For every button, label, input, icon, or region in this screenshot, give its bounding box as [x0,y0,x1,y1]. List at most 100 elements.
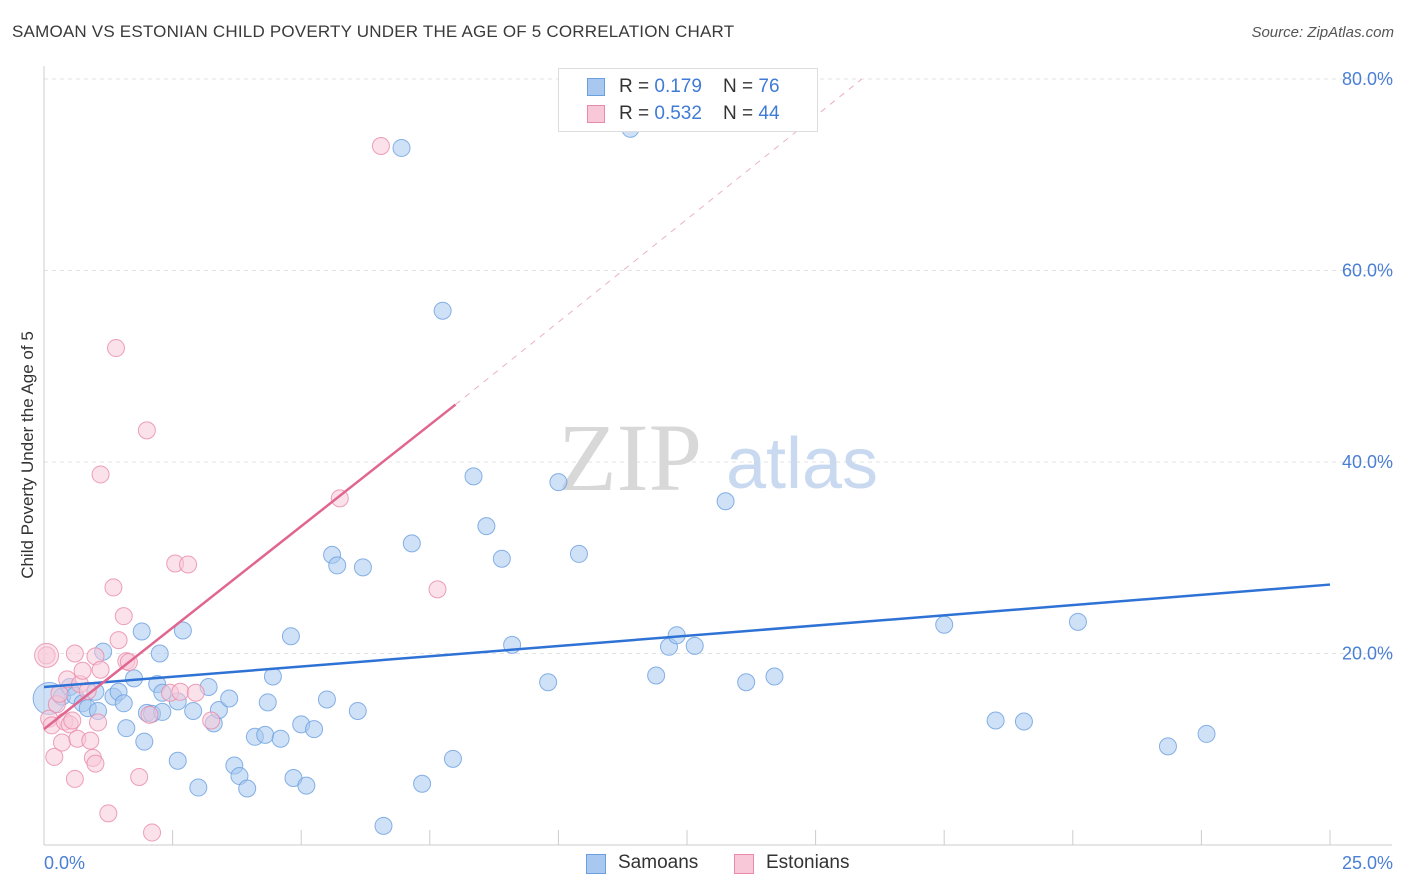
data-point-samoans [1158,737,1177,756]
watermark-atlas: atlas [726,424,878,504]
data-point-estonians [65,769,84,788]
axes [43,66,1392,846]
data-point-samoans [150,644,169,663]
legend-r-label: R = [619,76,655,97]
data-point-samoans [263,667,282,686]
data-point-estonians [81,731,100,750]
legend-n-label: N = [723,76,759,97]
data-point-estonians [143,823,162,842]
data-point-samoans [464,467,483,486]
data-point-estonians [63,711,82,730]
legend-swatch-estonians [587,105,605,123]
data-point-samoans [117,719,136,738]
data-point-samoans [477,517,496,536]
legend-swatch-samoans [587,78,605,96]
chart-title: SAMOAN VS ESTONIAN CHILD POVERTY UNDER T… [12,22,735,41]
legend-r-value: 0.532 [654,103,702,124]
data-point-estonians [179,555,198,574]
data-point-samoans [986,711,1005,730]
data-point-estonians [140,705,159,724]
data-point-estonians [186,683,205,702]
y-tick-label: 80.0% [1342,69,1393,89]
data-point-estonians [130,768,149,787]
data-point-estonians [330,489,349,508]
trend-line-samoans [43,583,1331,689]
legend-swatch-samoans [586,854,606,874]
data-point-samoans [392,138,411,157]
data-points [32,119,1216,842]
data-point-samoans [443,749,462,768]
x-tick-label: 25.0% [1342,853,1393,873]
data-point-samoans [1014,712,1033,731]
trend-line-estonians [455,78,863,405]
data-point-samoans [716,492,735,511]
data-point-samoans [297,776,316,795]
data-point-estonians [91,660,110,679]
data-point-samoans [281,627,300,646]
data-point-estonians [73,661,92,680]
legend-label-samoans: Samoans [618,852,699,873]
data-point-estonians [99,804,118,823]
tick-labels: 20.0% 40.0% 60.0% 80.0% 0.0% 25.0% [44,69,1393,873]
data-point-estonians [104,578,123,597]
data-point-samoans [433,301,452,320]
data-point-estonians [91,465,110,484]
legend-n-value: 44 [758,103,780,124]
data-point-samoans [135,732,154,751]
data-point-samoans [647,666,666,685]
legend-r-value: 0.179 [654,76,702,97]
data-point-estonians [114,607,133,626]
data-point-samoans [374,816,393,835]
data-point-samoans [402,534,421,553]
data-point-samoans [184,701,203,720]
data-point-samoans [413,774,432,793]
gridlines [44,78,1392,654]
data-point-samoans [173,621,192,640]
data-point-estonians [65,644,84,663]
data-point-estonians [107,339,126,358]
data-point-samoans [685,636,704,655]
data-point-samoans [168,751,187,770]
data-point-samoans [328,556,347,575]
source-label: Source: ZipAtlas.com [1251,24,1394,41]
data-point-samoans [271,729,290,748]
trend-line-estonians [43,403,457,731]
data-point-samoans [549,473,568,492]
watermark-zip: ZIP [558,404,702,511]
data-point-estonians [171,682,190,701]
trend-lines [43,78,1331,731]
data-point-estonians [89,713,108,732]
data-point-samoans [765,667,784,686]
y-tick-label: 40.0% [1342,452,1393,472]
data-point-samoans [189,778,208,797]
data-point-samoans [492,549,511,568]
data-point-samoans [317,690,336,709]
correlation-legend: R = 0.179 N = 76 R = 0.532 N = 44 [558,68,818,132]
data-point-samoans [569,544,588,563]
data-point-samoans [220,689,239,708]
data-point-samoans [539,673,558,692]
y-tick-label: 20.0% [1342,644,1393,664]
data-point-samoans [353,558,372,577]
data-point-samoans [737,673,756,692]
data-point-samoans [935,615,954,634]
data-point-samoans [305,720,324,739]
legend-n-value: 76 [758,76,780,97]
data-point-estonians [202,711,221,730]
data-point-estonians [86,754,105,773]
data-point-estonians [137,421,156,440]
legend-r-label: R = [619,103,655,124]
data-point-estonians [53,733,72,752]
data-point-samoans [1068,612,1087,631]
data-point-estonians [34,642,60,668]
legend-label-estonians: Estonians [766,852,850,873]
data-point-samoans [132,622,151,641]
data-point-samoans [238,779,257,798]
y-tick-label: 60.0% [1342,261,1393,281]
data-point-samoans [348,701,367,720]
data-point-samoans [114,694,133,713]
data-point-samoans [256,725,275,744]
data-point-estonians [45,747,64,766]
data-point-estonians [109,631,128,650]
